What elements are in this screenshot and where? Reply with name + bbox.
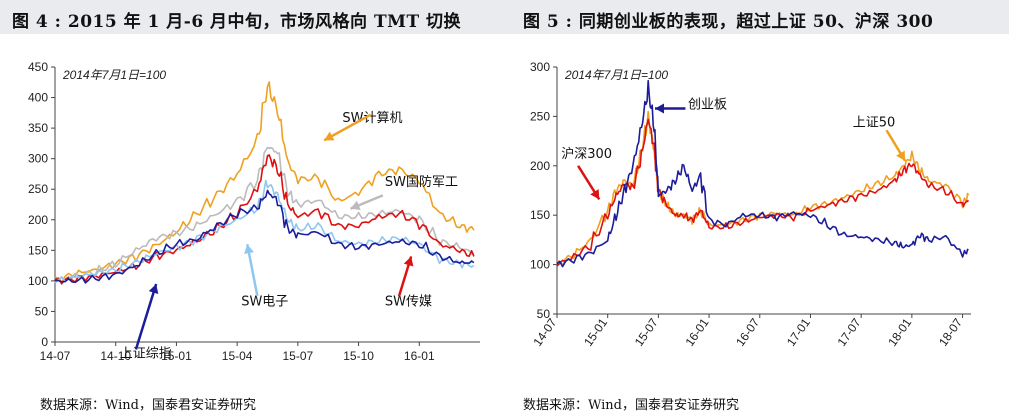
x-tick-label: 16-01 xyxy=(682,315,711,348)
x-tick-label: 14-07 xyxy=(40,349,71,363)
x-tick-label: 14-10 xyxy=(100,349,131,363)
y-tick-label: 150 xyxy=(530,208,550,222)
y-tick-label: 150 xyxy=(28,243,48,257)
annotation-arrow-head xyxy=(350,200,361,210)
series-annotation: 沪深300 xyxy=(561,146,612,162)
x-tick-label: 15-01 xyxy=(161,349,192,363)
series-annotation: SW国防军工 xyxy=(385,174,458,190)
series-line xyxy=(556,110,970,266)
annotation-arrow-head xyxy=(590,189,600,200)
y-tick-label: 50 xyxy=(537,307,551,321)
annotation-arrow-head xyxy=(148,283,159,295)
title-bar xyxy=(0,0,1009,34)
y-tick-label: 250 xyxy=(28,182,48,196)
x-tick-label: 15-04 xyxy=(222,349,253,363)
y-tick-label: 200 xyxy=(28,213,48,227)
annotation-arrow-head xyxy=(896,150,906,161)
annotation-arrow-head xyxy=(655,103,665,114)
x-tick-label: 15-07 xyxy=(283,349,314,363)
annotation-arrow-head xyxy=(244,244,254,255)
y-tick-label: 300 xyxy=(28,152,48,166)
y-tick-label: 300 xyxy=(530,60,550,74)
x-tick-label: 17-07 xyxy=(835,315,864,348)
series-annotation: 创业板 xyxy=(688,97,727,112)
annotation-arrow-shaft xyxy=(134,283,158,350)
y-tick-label: 250 xyxy=(530,109,550,123)
base-date-note: 2014年7月1日=100 xyxy=(564,68,668,82)
y-tick-label: 400 xyxy=(28,91,48,105)
annotation-arrow-head xyxy=(324,131,335,141)
y-tick-label: 100 xyxy=(28,274,48,288)
left-data-source: 数据来源：Wind，国泰君安证券研究 xyxy=(40,398,256,413)
x-tick-label: 14-07 xyxy=(530,315,559,348)
base-date-note: 2014年7月1日=100 xyxy=(62,68,166,82)
left-chart-title: 图 4 : 2015 年 1 月-6 月中旬，市场风格向 TMT 切换 xyxy=(12,12,462,32)
series-line xyxy=(54,179,475,284)
x-tick-label: 18-07 xyxy=(936,315,965,348)
left-line-chart: 0 50 100 150 200 250 300 350 400 450 14-07 14-10 15-… xyxy=(28,60,480,363)
y-tick-label: 350 xyxy=(28,121,48,135)
x-tick-label: 15-10 xyxy=(343,349,374,363)
y-tick-label: 50 xyxy=(35,304,49,318)
right-chart-title: 图 5 : 同期创业板的表现，超过上证 50、沪深 300 xyxy=(523,12,934,32)
series-line xyxy=(54,146,475,283)
annotation-arrow-head xyxy=(403,256,414,267)
x-tick-label: 15-01 xyxy=(581,315,610,348)
series-line xyxy=(55,189,475,284)
series-annotation: SW计算机 xyxy=(342,111,402,126)
y-tick-label: 0 xyxy=(41,335,48,349)
x-tick-label: 16-01 xyxy=(404,349,435,363)
right-data-source: 数据来源：Wind，国泰君安证券研究 xyxy=(523,398,739,413)
series-line xyxy=(54,81,475,283)
series-annotation: SW电子 xyxy=(241,294,288,309)
series-annotation: 上证综指 xyxy=(120,346,172,361)
y-tick-label: 450 xyxy=(28,60,48,74)
x-tick-label: 15-07 xyxy=(632,315,661,348)
y-tick-label: 200 xyxy=(530,159,550,173)
x-tick-label: 17-01 xyxy=(784,315,813,348)
right-line-chart: 50 100 150 200 250 300 14-07 15-01 15-07 16-01 16-… xyxy=(530,60,971,349)
series-annotation: SW传媒 xyxy=(385,294,432,309)
x-tick-label: 16-07 xyxy=(733,315,762,348)
series-line xyxy=(556,118,970,267)
y-tick-label: 100 xyxy=(530,258,550,272)
series-annotation: 上证50 xyxy=(853,115,896,130)
series-line xyxy=(556,79,969,268)
x-tick-label: 18-01 xyxy=(885,315,914,348)
